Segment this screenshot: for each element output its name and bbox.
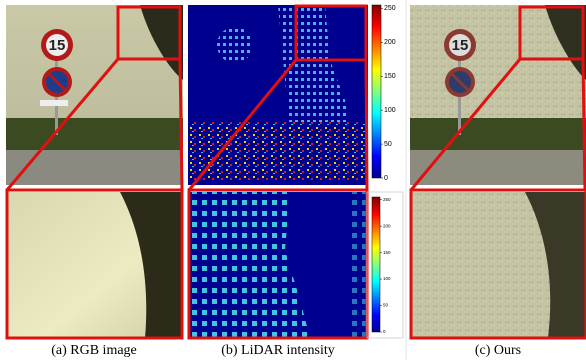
colorbar-tick-label: 200: [383, 223, 391, 228]
colorbar-tick-label: 100: [384, 107, 396, 114]
sign-text: 15: [452, 37, 469, 54]
colorbar-tick-label: 100: [383, 276, 391, 281]
colorbar-tick-label: 150: [384, 73, 396, 80]
ours-panel: 15: [410, 5, 586, 338]
colorbar-tick-label: 50: [383, 303, 389, 308]
lidar-panel: [188, 5, 403, 338]
rgb-panel: 15: [6, 5, 183, 338]
caption: (a) RGB image: [51, 343, 137, 358]
colorbar-tick-label: 0: [383, 329, 386, 334]
colorbar-tick-label: 250: [383, 197, 391, 202]
caption: (b) LiDAR intensity: [221, 343, 335, 358]
colorbar-tick-label: 200: [384, 39, 396, 46]
colorbar-tick-label: 50: [384, 141, 392, 148]
colorbar-tick-label: 0: [384, 175, 388, 182]
caption: (c) Ours: [475, 343, 521, 358]
figure: 15 0 50 100 150 200 250 0 50 100 150 200 250 15 (a)…: [0, 0, 586, 360]
colorbar-tick-label: 150: [383, 250, 391, 255]
colorbar-tick-label: 250: [384, 5, 396, 12]
sign-text: 15: [49, 37, 66, 54]
